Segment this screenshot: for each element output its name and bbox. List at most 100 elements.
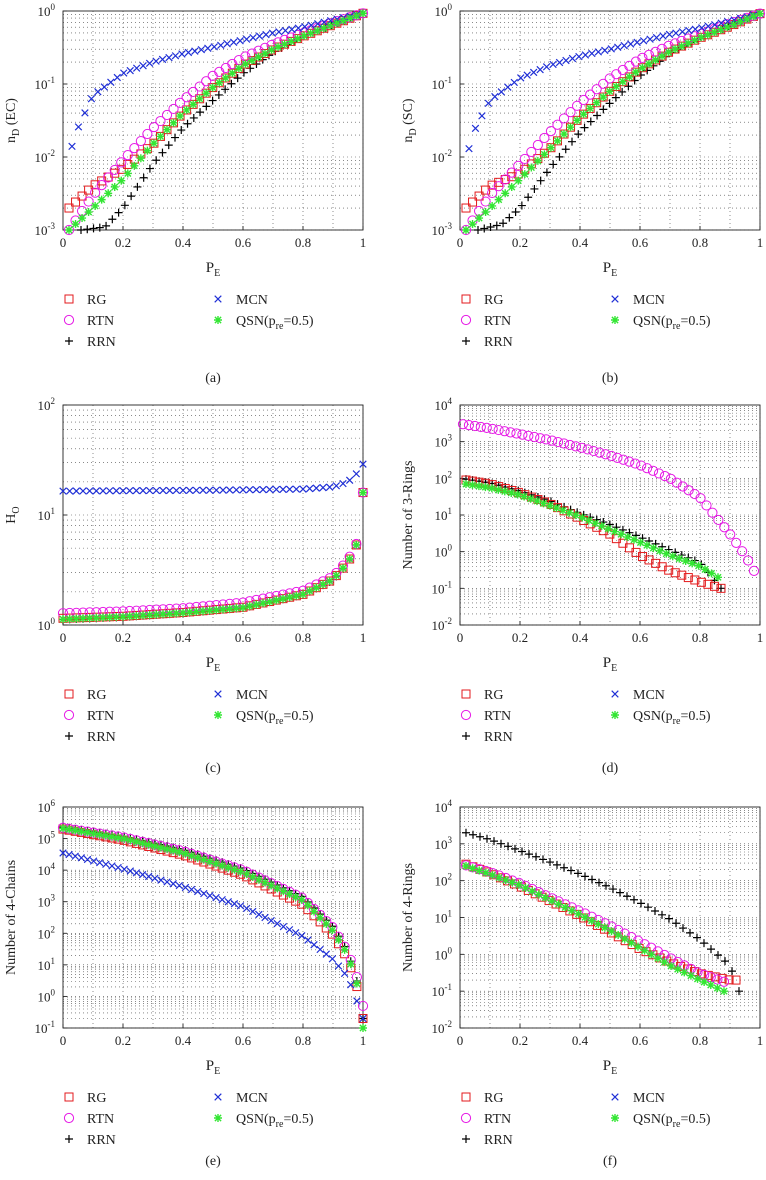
data-point	[300, 31, 309, 40]
data-point	[117, 176, 126, 185]
data-point	[693, 933, 701, 942]
data-point	[546, 143, 555, 152]
y-tick-base: 10	[435, 800, 448, 815]
data-point	[506, 167, 517, 178]
data-point	[468, 220, 477, 229]
data-point	[644, 903, 652, 912]
data-point	[204, 44, 212, 52]
data-point	[484, 99, 493, 108]
data-point	[565, 107, 576, 118]
y-tick-label: 103	[435, 835, 453, 852]
y-tick-base: 10	[435, 545, 448, 560]
data-point	[267, 45, 276, 54]
data-point	[529, 431, 540, 443]
y-tick-base: 10	[35, 150, 48, 165]
data-point	[169, 880, 177, 888]
data-point	[120, 834, 129, 843]
data-point	[359, 488, 367, 497]
data-point	[644, 59, 653, 68]
data-point	[126, 867, 135, 875]
data-point	[279, 594, 287, 603]
data-point	[352, 540, 361, 549]
data-point	[346, 960, 355, 969]
legend-label: RRN	[484, 335, 513, 350]
data-point	[560, 863, 568, 872]
x-tick-label: 1	[757, 630, 764, 645]
data-point	[517, 74, 525, 82]
y-tick-base: 10	[38, 895, 51, 910]
data-point	[206, 891, 214, 900]
data-point	[83, 855, 92, 864]
data-point	[161, 109, 173, 121]
data-point	[627, 938, 636, 947]
legend-item-qsn: QSN(pre=0.5)	[214, 1112, 314, 1130]
data-point	[731, 537, 742, 548]
panel-caption: (b)	[602, 371, 619, 386]
data-point	[120, 69, 128, 77]
data-point	[205, 857, 214, 866]
data-point	[514, 176, 523, 185]
data-point	[664, 48, 673, 57]
series-MCN	[59, 460, 367, 495]
x-tick-label: 0.8	[692, 630, 708, 645]
data-point	[541, 893, 550, 902]
data-point	[255, 32, 264, 40]
data-point	[292, 485, 301, 493]
data-point	[505, 213, 514, 222]
legend-marker-cross	[611, 295, 619, 303]
data-point	[138, 870, 147, 879]
legend-marker-cross	[214, 1093, 222, 1101]
data-point	[63, 224, 75, 236]
data-point	[72, 614, 81, 623]
data-point	[709, 581, 719, 591]
data-point	[598, 78, 609, 89]
data-point	[108, 862, 116, 870]
data-point	[163, 125, 171, 134]
data-point	[624, 456, 635, 467]
data-point	[89, 224, 98, 233]
y-axis-label: HO	[4, 506, 22, 523]
y-axis-label: Number of 4-Rings	[401, 863, 416, 972]
data-point	[526, 494, 535, 503]
legend-marker-square	[461, 1092, 471, 1102]
data-point	[171, 52, 180, 60]
data-point	[541, 434, 552, 445]
data-point	[495, 873, 504, 882]
data-point	[664, 565, 674, 575]
series-QSN	[462, 862, 728, 996]
data-point	[242, 904, 251, 913]
y-tick-base: 10	[38, 398, 51, 413]
data-point	[109, 164, 120, 176]
data-point	[133, 182, 142, 191]
data-point	[285, 485, 294, 493]
data-point	[210, 43, 218, 51]
data-point	[636, 460, 647, 471]
data-point	[189, 100, 198, 109]
data-point	[97, 195, 106, 204]
data-point	[181, 883, 190, 892]
data-point	[570, 441, 581, 452]
data-point	[272, 485, 281, 494]
y-tick-label: 101	[435, 909, 453, 926]
data-point	[359, 460, 367, 468]
data-point	[184, 48, 193, 57]
legend-item-rrn: RRN	[65, 335, 116, 350]
data-point	[566, 123, 575, 132]
data-point	[488, 201, 497, 210]
legend-item-rrn: RRN	[462, 730, 513, 745]
data-point	[319, 483, 327, 492]
y-tick-exponent: -2	[445, 616, 453, 626]
y-tick-label: 103	[435, 433, 453, 450]
data-point	[588, 875, 596, 884]
y-tick-base: 10	[432, 618, 445, 633]
data-point	[475, 866, 484, 875]
data-point	[748, 565, 760, 576]
y-tick-label: 101	[38, 506, 56, 523]
x-tick-label: 0.8	[692, 1033, 708, 1048]
data-point	[281, 26, 290, 35]
data-point	[710, 28, 719, 37]
data-point	[643, 49, 655, 60]
y-tick-label: 102	[38, 924, 56, 941]
data-point	[255, 910, 263, 919]
